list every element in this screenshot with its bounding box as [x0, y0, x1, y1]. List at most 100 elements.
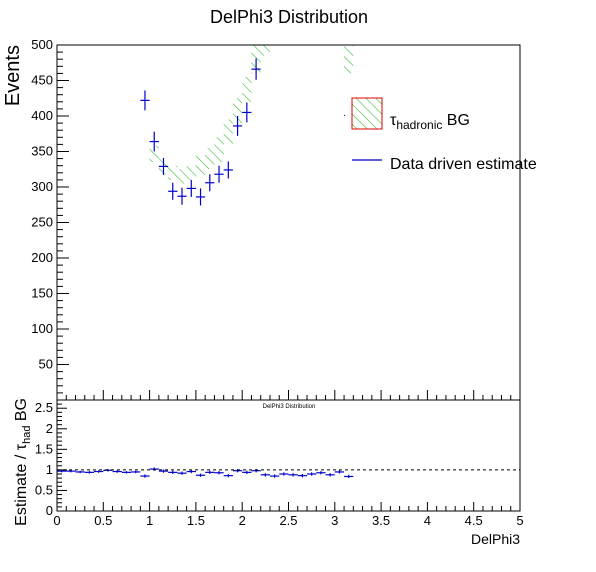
ratio-point — [205, 470, 215, 474]
main-title: DelPhi3 Distribution — [210, 7, 368, 27]
ratio-point — [121, 471, 132, 474]
data-point — [158, 157, 169, 175]
x-tick-label: 3 — [331, 513, 338, 528]
ratio-point — [297, 474, 308, 478]
y-tick-label: 300 — [31, 179, 53, 194]
lower-x-axis: 0 0.5 1 1.5 2 2.5 3 3.5 4 4.5 5 — [53, 502, 524, 528]
ratio-ylabel-main: Estimate / τ — [13, 443, 30, 526]
ratio-point — [223, 474, 233, 478]
x-tick-label: 0.5 — [94, 513, 112, 528]
ratio-point — [140, 474, 150, 478]
ratio-point — [325, 473, 335, 477]
bg-band-group — [149, 45, 354, 184]
x-tick-label: 4 — [424, 513, 431, 528]
ratio-ylabel: Estimate / τhad BG — [13, 398, 33, 526]
ratio-point — [186, 469, 196, 474]
legend-bg-label-rest: BG — [442, 112, 470, 129]
lower-frame — [56, 399, 521, 512]
y-tick-label: 50 — [39, 357, 53, 372]
data-point — [242, 102, 252, 123]
legend-bg-label: τhadronic BG — [390, 112, 470, 132]
ratio-point — [307, 472, 317, 476]
x-tick-label: 2.5 — [279, 513, 297, 528]
ratio-point — [168, 470, 178, 474]
x-tick-label: 0 — [53, 513, 60, 528]
ratio-title: DelPhi3 Distribution — [263, 404, 316, 410]
ratio-point — [316, 471, 326, 475]
ratio-point — [242, 470, 252, 474]
bg-band-bin — [260, 45, 270, 56]
ratio-y-tick-label: 1.5 — [35, 441, 53, 456]
y-tick-label: 250 — [31, 215, 53, 230]
ratio-ylabel-rest: BG — [13, 398, 30, 426]
y-tick-label: 100 — [31, 321, 53, 336]
ratio-point — [344, 474, 354, 479]
ratio-point — [94, 470, 104, 473]
bg-band-bin — [214, 137, 224, 163]
legend: · τhadronic BG Data driven estimate — [343, 97, 537, 173]
ratio-point — [214, 471, 224, 475]
data-point — [195, 188, 206, 206]
x-tick-label: 1 — [146, 513, 153, 528]
data-point — [177, 187, 187, 205]
x-tick-label: 4.5 — [465, 513, 483, 528]
ratio-point — [334, 470, 345, 474]
y-tick-label: 200 — [31, 250, 53, 265]
legend-bg-swatch — [351, 97, 383, 130]
ratio-y-tick-label: 2 — [46, 421, 53, 436]
ratio-point — [131, 470, 141, 474]
legend-bg-label-sub: hadronic — [396, 118, 442, 132]
y-tick-label: 450 — [31, 73, 53, 88]
bg-band-bin — [168, 165, 178, 180]
ratio-point — [288, 473, 298, 477]
ratio-points-group — [57, 467, 354, 479]
x-tick-label: 5 — [516, 513, 523, 528]
bg-band-bin — [242, 76, 252, 102]
main-ylabel: Events — [2, 45, 24, 106]
ratio-point — [158, 469, 169, 473]
legend-bg-marker: · — [343, 110, 346, 121]
lower-y-axis: 0 0.5 1 1.5 2 2.5 — [35, 400, 67, 518]
data-point — [140, 90, 150, 111]
ratio-point — [84, 471, 95, 474]
x-tick-label: 3.5 — [372, 513, 390, 528]
ratio-y-tick-label: 0.5 — [35, 482, 53, 497]
bg-band-bin — [186, 165, 196, 180]
y-tick-label: 350 — [31, 144, 53, 159]
bg-band-bin — [232, 98, 243, 124]
data-point — [205, 174, 215, 192]
ratio-point — [269, 474, 280, 478]
ratio-point — [177, 471, 187, 475]
y-tick-label: 500 — [31, 37, 53, 52]
x-tick-label: 2 — [239, 513, 246, 528]
ratio-point — [195, 473, 206, 477]
ratio-y-tick-label: 2.5 — [35, 400, 53, 415]
bg-band-bin — [344, 45, 354, 74]
data-point — [186, 179, 196, 197]
upper-y-axis: 50 100 150 200 250 300 350 400 450 500 — [31, 37, 521, 400]
data-point — [232, 116, 243, 136]
bg-band-bin — [195, 155, 206, 177]
ratio-point — [112, 470, 122, 473]
data-points-group — [140, 58, 261, 206]
ratio-point — [279, 472, 289, 476]
y-tick-label: 150 — [31, 286, 53, 301]
data-point — [251, 58, 261, 80]
data-point — [168, 182, 178, 200]
ratio-y-tick-label: 0 — [46, 503, 53, 518]
x-tick-label: 1.5 — [187, 513, 205, 528]
data-point — [223, 161, 233, 179]
ratio-xlabel: DelPhi3 — [471, 531, 520, 547]
data-point — [149, 131, 159, 152]
legend-bg-label-main: τ — [390, 112, 397, 129]
upper-frame — [56, 44, 521, 401]
ratio-ylabel-sub: had — [21, 426, 33, 444]
bg-band-bin — [223, 119, 233, 145]
data-point — [214, 165, 224, 183]
bg-band-bin — [177, 169, 187, 184]
y-tick-label: 400 — [31, 108, 53, 123]
ratio-point — [75, 470, 85, 474]
bg-band-bin — [149, 145, 159, 163]
ratio-point — [260, 473, 270, 477]
